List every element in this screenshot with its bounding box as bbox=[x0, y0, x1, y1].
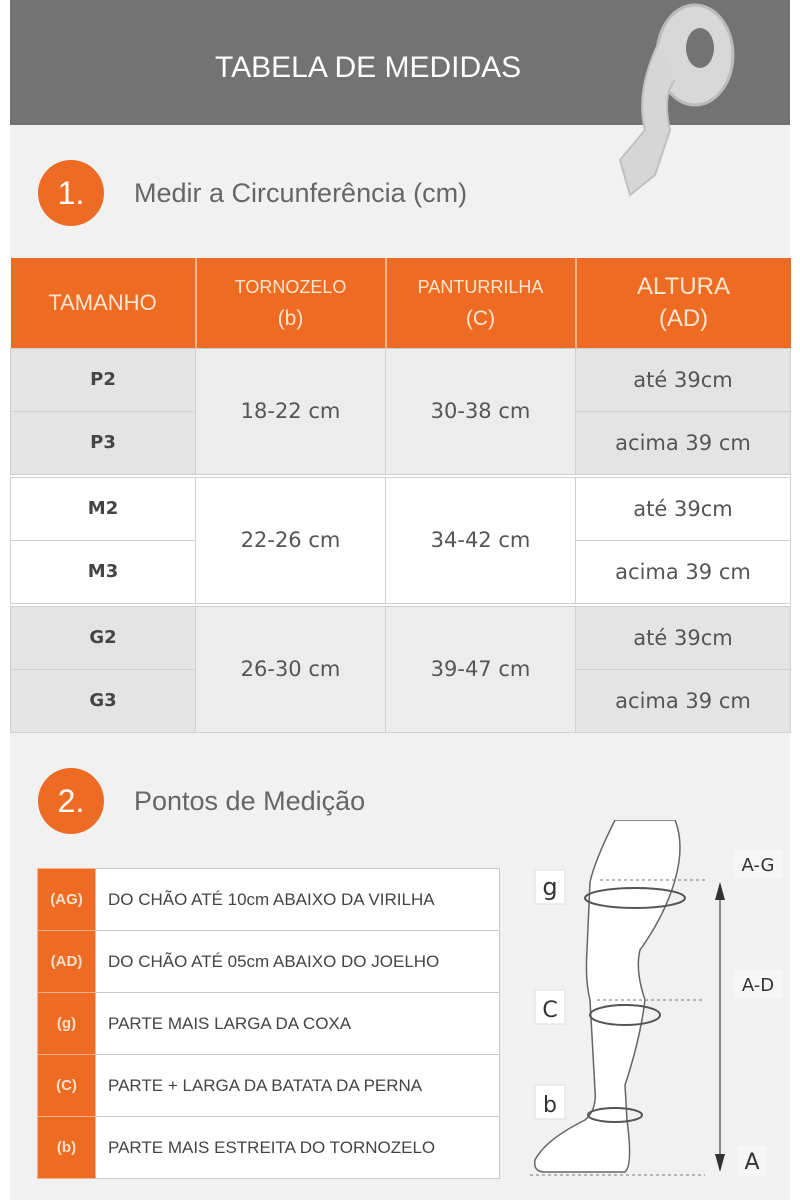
legend-row: (AG) DO CHÃO ATÉ 10cm ABAIXO DA VIRILHA bbox=[37, 868, 500, 931]
col-header-tamanho: TAMANHO bbox=[10, 258, 197, 348]
legend-key: (g) bbox=[37, 992, 96, 1055]
measurement-points-legend: (AG) DO CHÃO ATÉ 10cm ABAIXO DA VIRILHA (… bbox=[37, 868, 500, 1179]
legend-text: PARTE + LARGA DA BATATA DA PERNA bbox=[95, 1054, 500, 1117]
size-cell: G3 bbox=[10, 668, 196, 733]
tornozelo-cell: 26-30 cm bbox=[195, 605, 386, 733]
panturrilha-cell: 39-47 cm bbox=[385, 605, 576, 733]
section-title: Medir a Circunferência (cm) bbox=[134, 177, 468, 208]
table-row: P3 acima 39 cm bbox=[10, 410, 791, 475]
legend-row: (g) PARTE MAIS LARGA DA COXA bbox=[37, 992, 500, 1055]
col-header-tornozelo: TORNOZELO (b) bbox=[195, 258, 387, 348]
legend-key: (b) bbox=[37, 1116, 96, 1179]
legend-text: PARTE MAIS LARGA DA COXA bbox=[95, 992, 500, 1055]
altura-cell: até 39cm bbox=[575, 347, 791, 412]
size-cell: P3 bbox=[10, 410, 196, 475]
step-number-badge: 1. bbox=[38, 160, 104, 226]
legend-text: PARTE MAIS ESTREITA DO TORNOZELO bbox=[95, 1116, 500, 1179]
tornozelo-cell: 22-26 cm bbox=[195, 476, 386, 604]
legend-row: (AD) DO CHÃO ATÉ 05cm ABAIXO DO JOELHO bbox=[37, 930, 500, 993]
label-a: A bbox=[744, 1150, 759, 1175]
group-divider bbox=[10, 474, 791, 477]
size-table: TAMANHO TORNOZELO (b) PANTURRILHA (C) ALTU… bbox=[10, 258, 791, 733]
size-cell: P2 bbox=[10, 347, 196, 412]
legend-key: (AD) bbox=[37, 930, 96, 993]
legend-key: (AG) bbox=[37, 868, 96, 931]
section-title: Pontos de Medição bbox=[134, 785, 366, 816]
measuring-tape-icon bbox=[618, 3, 735, 197]
altura-cell: até 39cm bbox=[575, 605, 791, 670]
table-header-row: TAMANHO TORNOZELO (b) PANTURRILHA (C) ALTU… bbox=[10, 258, 791, 348]
altura-cell: acima 39 cm bbox=[575, 668, 791, 733]
size-cell: G2 bbox=[10, 605, 196, 670]
group-divider bbox=[10, 603, 791, 606]
altura-cell: acima 39 cm bbox=[575, 410, 791, 475]
legend-key: (C) bbox=[37, 1054, 96, 1117]
step-number-badge: 2. bbox=[38, 768, 104, 834]
legend-row: (b) PARTE MAIS ESTREITA DO TORNOZELO bbox=[37, 1116, 500, 1179]
table-row: P2 18-22 cm 30-38 cm até 39cm bbox=[10, 347, 791, 475]
size-cell: M2 bbox=[10, 476, 196, 541]
altura-cell: até 39cm bbox=[575, 476, 791, 541]
tornozelo-cell: 18-22 cm bbox=[195, 347, 386, 475]
label-ag: A-G bbox=[741, 855, 774, 876]
col-header-panturrilha: PANTURRILHA (C) bbox=[385, 258, 577, 348]
label-ad: A-D bbox=[742, 975, 774, 996]
panturrilha-cell: 34-42 cm bbox=[385, 476, 576, 604]
table-row: G3 acima 39 cm bbox=[10, 668, 791, 733]
label-g: g bbox=[542, 873, 557, 901]
legend-text: DO CHÃO ATÉ 05cm ABAIXO DO JOELHO bbox=[95, 930, 500, 993]
section-2-heading: 2. Pontos de Medição bbox=[38, 768, 365, 834]
table-row: M2 22-26 cm 34-42 cm até 39cm bbox=[10, 476, 791, 604]
label-b: b bbox=[543, 1093, 557, 1118]
section-1-heading: 1. Medir a Circunferência (cm) bbox=[38, 160, 467, 226]
label-c: C bbox=[542, 998, 557, 1023]
size-chart: TABELA DE MEDIDAS 1. Medir a Circunferên… bbox=[10, 0, 791, 1200]
page-title: TABELA DE MEDIDAS bbox=[215, 51, 522, 84]
table-row: M3 acima 39 cm bbox=[10, 539, 791, 604]
table-row: G2 26-30 cm 39-47 cm até 39cm bbox=[10, 605, 791, 733]
col-header-altura: ALTURA (AD) bbox=[575, 258, 791, 348]
leg-diagram: g C b A-G A-D A bbox=[530, 820, 783, 1176]
panturrilha-cell: 30-38 cm bbox=[385, 347, 576, 475]
altura-cell: acima 39 cm bbox=[575, 539, 791, 604]
legend-text: DO CHÃO ATÉ 10cm ABAIXO DA VIRILHA bbox=[95, 868, 500, 931]
size-cell: M3 bbox=[10, 539, 196, 604]
legend-row: (C) PARTE + LARGA DA BATATA DA PERNA bbox=[37, 1054, 500, 1117]
